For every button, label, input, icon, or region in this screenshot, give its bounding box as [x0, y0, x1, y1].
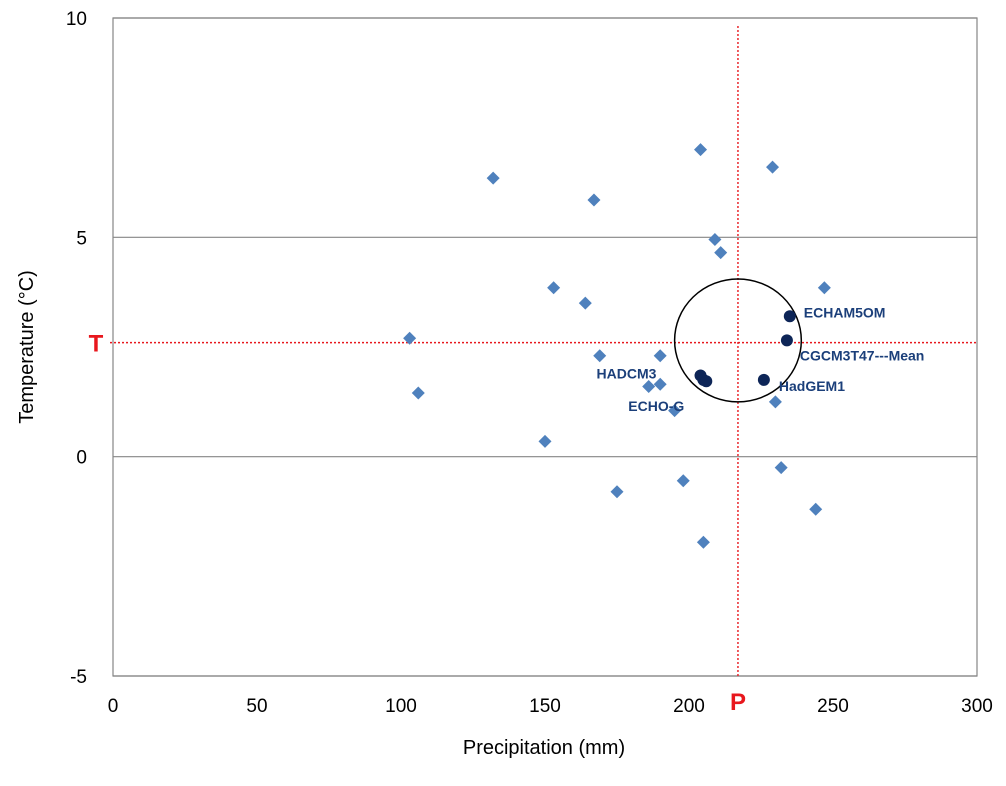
- data-point-diamond: [768, 395, 782, 409]
- point-label: HadGEM1: [779, 378, 845, 394]
- y-tick-label: -5: [70, 667, 87, 688]
- point-label: CGCM3T47---Mean: [800, 347, 924, 363]
- reference-lines: [110, 26, 977, 676]
- y-axis-title: Temperature (°C): [16, 270, 38, 424]
- data-point-diamond: [696, 535, 710, 549]
- point-labels: HADCM3 ECHO-G HadGEM1 CGCM3T47---Mean ECHAM5…: [597, 304, 925, 414]
- x-tick-label: 150: [529, 696, 561, 717]
- plot-area-border: [112, 17, 978, 677]
- x-axis-title: Precipitation (mm): [463, 737, 625, 759]
- highlight-ellipse-shape: [673, 278, 803, 403]
- data-point-diamond: [694, 143, 708, 157]
- data-point-model: [757, 373, 770, 386]
- point-label: ECHAM5OM: [804, 304, 886, 320]
- reference-label-t: T: [89, 331, 104, 358]
- x-tick-label: 300: [961, 696, 993, 717]
- data-point-diamond: [653, 377, 667, 391]
- data-point-diamond: [578, 296, 592, 310]
- data-points: [403, 143, 831, 549]
- y-tick-label: 0: [76, 448, 87, 469]
- data-point-diamond: [642, 379, 656, 393]
- data-point-diamond: [708, 233, 722, 247]
- reference-label-p: P: [730, 689, 746, 716]
- data-point-model: [700, 375, 713, 388]
- y-tick-label: 10: [66, 9, 87, 30]
- data-point-diamond: [766, 160, 780, 174]
- data-point-diamond: [714, 246, 728, 260]
- data-point-diamond: [817, 281, 831, 295]
- data-point-diamond: [809, 502, 823, 516]
- x-tick-label: 100: [385, 696, 417, 717]
- data-point-diamond: [403, 331, 417, 345]
- point-label: HADCM3: [597, 366, 657, 382]
- data-point-model: [783, 310, 796, 323]
- data-point-diamond: [547, 281, 561, 295]
- highlight-ellipse: [673, 278, 803, 403]
- data-point-diamond: [610, 485, 624, 499]
- x-tick-label: 0: [108, 696, 119, 717]
- data-point-diamond: [411, 386, 425, 400]
- data-point-diamond: [587, 193, 601, 207]
- data-point-diamond: [593, 349, 607, 363]
- data-point-diamond: [538, 434, 552, 448]
- data-point-diamond: [486, 171, 500, 185]
- y-tick-label: 5: [76, 228, 87, 249]
- data-point-diamond: [774, 461, 788, 475]
- point-label: ECHO-G: [628, 398, 684, 414]
- x-tick-label: 50: [246, 696, 267, 717]
- x-tick-label: 250: [817, 696, 849, 717]
- tick-labels: 0 50 100 150 200 250 300 -5 0 5 10: [66, 9, 993, 717]
- data-point-diamond: [676, 474, 690, 488]
- data-point-diamond: [653, 349, 667, 363]
- data-point-diamond: [668, 404, 682, 418]
- data-point-model: [780, 334, 793, 347]
- x-tick-label: 200: [673, 696, 705, 717]
